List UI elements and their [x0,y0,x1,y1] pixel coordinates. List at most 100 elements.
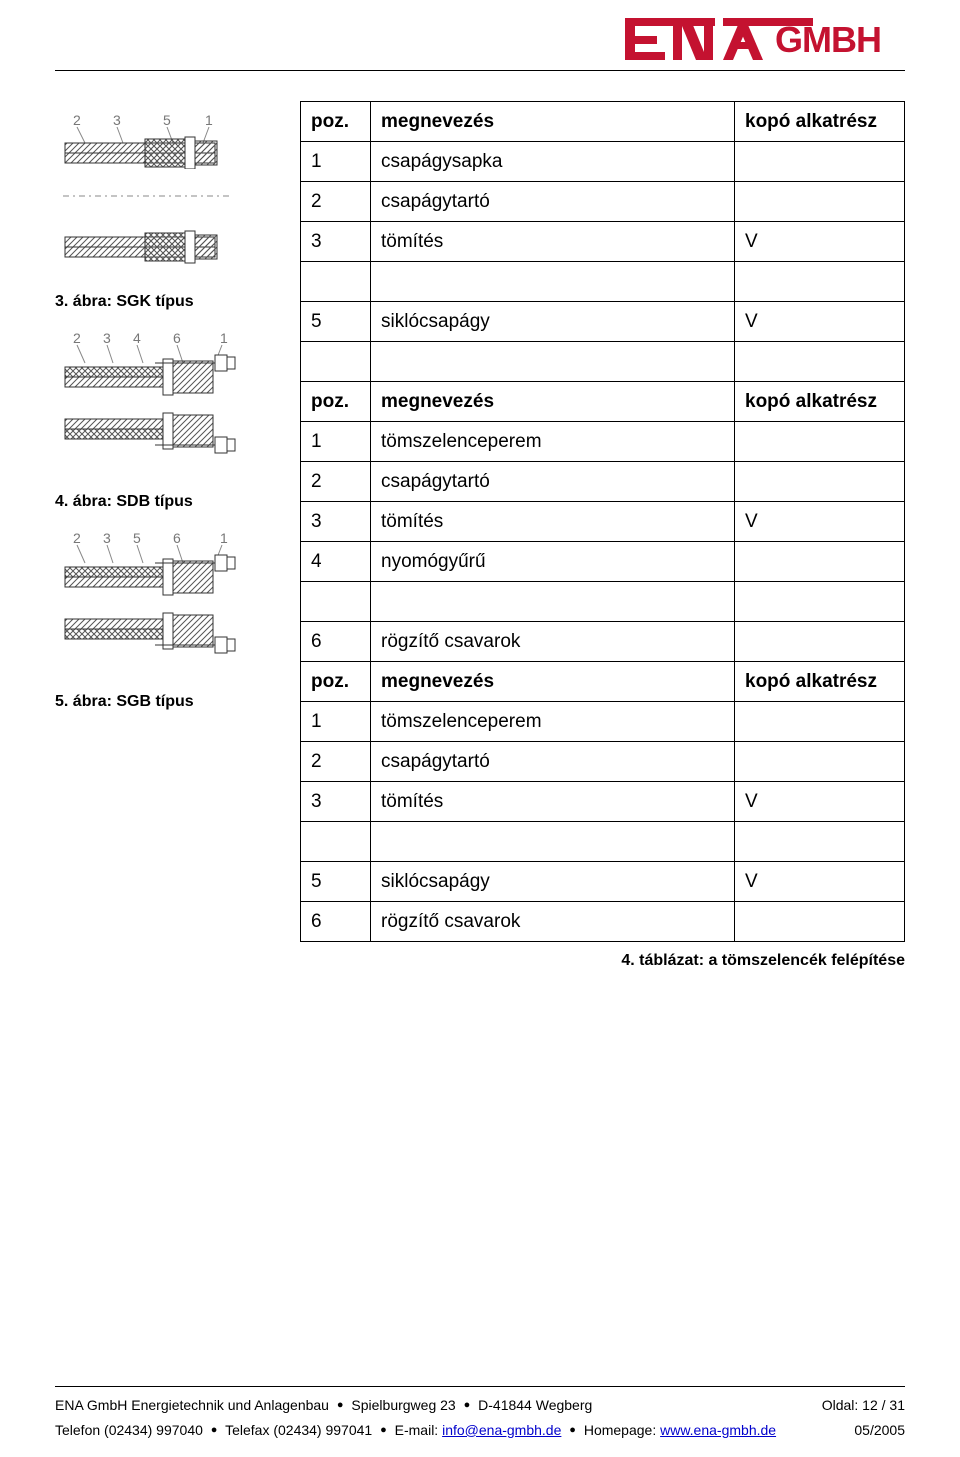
fig5-caption: 5. ábra: SGB típus [55,693,280,711]
cell: nyomógyűrű [371,542,735,582]
svg-text:GMBH: GMBH [775,19,881,60]
left-column: 2 3 5 1 [55,101,280,970]
cell-header: poz. [301,102,371,142]
footer-text: E-mail: [395,1422,439,1438]
footer-text: Spielburgweg 23 [351,1397,455,1413]
cell-header: poz. [301,662,371,702]
cell: 5 [301,862,371,902]
page-number: Oldal: 12 / 31 [822,1393,905,1418]
svg-text:1: 1 [220,530,228,546]
footer-left: ENA GmbH Energietechnik und Anlagenbau ●… [55,1393,776,1443]
cell: tömszelenceperem [371,422,735,462]
footer-date: 05/2005 [822,1418,905,1443]
cell [735,742,905,782]
table-row [301,582,905,622]
table-row: 5siklócsapágyV [301,302,905,342]
table-row: 2csapágytartó [301,182,905,222]
cell: csapágytartó [371,742,735,782]
fig4-caption: 4. ábra: SDB típus [55,493,280,511]
cell [735,622,905,662]
table-caption: 4. táblázat: a tömszelencék felépítése [300,952,905,970]
table-2: poz. megnevezés kopó alkatrész 1tömszele… [300,381,905,662]
table-row: 3tömítésV [301,782,905,822]
svg-text:4: 4 [133,330,141,346]
table-row: 2csapágytartó [301,742,905,782]
cell: V [735,222,905,262]
svg-text:3: 3 [103,530,111,546]
cell: 2 [301,462,371,502]
cell: V [735,782,905,822]
cell [735,822,905,862]
cell [735,462,905,502]
cell: 3 [301,222,371,262]
footer-homepage-link[interactable]: www.ena-gmbh.de [660,1422,776,1438]
footer-rule [55,1386,905,1387]
table-row: poz. megnevezés kopó alkatrész [301,102,905,142]
cell: 1 [301,702,371,742]
cell: tömítés [371,222,735,262]
page-header: GMBH [0,0,960,70]
cell [301,822,371,862]
cell: 5 [301,302,371,342]
cell: rögzítő csavarok [371,902,735,942]
cell: V [735,862,905,902]
cell [301,582,371,622]
cell: tömítés [371,502,735,542]
footer-text: Homepage: [584,1422,656,1438]
cell: siklócsapágy [371,862,735,902]
cell [735,582,905,622]
svg-text:2: 2 [73,530,81,546]
cell-header: kopó alkatrész [735,102,905,142]
table-row [301,262,905,302]
cell [371,822,735,862]
diagram-sgb: 2 3 5 6 1 [55,529,280,677]
svg-text:3: 3 [113,113,121,128]
cell: 2 [301,182,371,222]
svg-text:6: 6 [173,330,181,346]
footer-text: D-41844 Wegberg [478,1397,592,1413]
table-row: 6rögzítő csavarok [301,902,905,942]
cell-header: poz. [301,382,371,422]
bullet-icon: ● [380,1421,387,1441]
svg-text:6: 6 [173,530,181,546]
cell [301,342,371,382]
cell: 4 [301,542,371,582]
cell [735,702,905,742]
footer-email-link[interactable]: info@ena-gmbh.de [442,1422,561,1438]
table-row: poz. megnevezés kopó alkatrész [301,662,905,702]
footer-text: Telefon (02434) 997040 [55,1422,203,1438]
table-row: 1csapágysapka [301,142,905,182]
cell [735,342,905,382]
table-row [301,822,905,862]
cell: csapágysapka [371,142,735,182]
cell: tömítés [371,782,735,822]
table-1: poz. megnevezés kopó alkatrész 1csapágys… [300,101,905,382]
table-row [301,342,905,382]
bullet-icon: ● [337,1396,344,1416]
cell: V [735,502,905,542]
table-row: 2csapágytartó [301,462,905,502]
bullet-icon: ● [464,1396,471,1416]
cell-header: kopó alkatrész [735,382,905,422]
cell: siklócsapágy [371,302,735,342]
footer-right: Oldal: 12 / 31 05/2005 [822,1393,905,1443]
content-area: 2 3 5 1 [0,71,960,970]
cell: V [735,302,905,342]
cell [735,262,905,302]
table-row: 3tömítésV [301,222,905,262]
cell [371,582,735,622]
table-row: 4nyomógyűrű [301,542,905,582]
cell: 6 [301,902,371,942]
diagram-sgk: 2 3 5 1 [55,113,280,277]
footer-text: ENA GmbH Energietechnik und Anlagenbau [55,1397,329,1413]
cell-header: megnevezés [371,102,735,142]
cell: rögzítő csavarok [371,622,735,662]
logo-icon: GMBH [625,12,905,64]
cell [735,902,905,942]
cell [371,262,735,302]
cell: 1 [301,142,371,182]
cell: csapágytartó [371,462,735,502]
bullet-icon: ● [569,1421,576,1441]
cell: 6 [301,622,371,662]
cell [301,262,371,302]
